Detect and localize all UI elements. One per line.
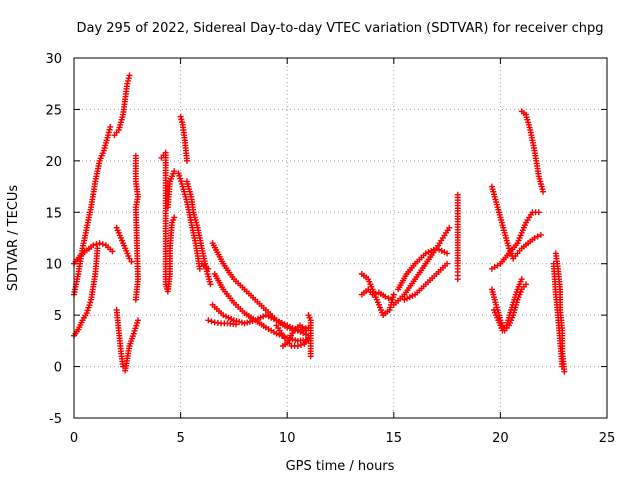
- data-point: [307, 353, 314, 360]
- chart-title: Day 295 of 2022, Sidereal Day-to-day VTE…: [76, 21, 603, 36]
- y-tick-label: 15: [45, 206, 62, 221]
- data-point: [385, 295, 392, 302]
- y-tick-label: 10: [45, 258, 62, 273]
- data-point: [233, 321, 240, 328]
- data-point: [446, 224, 453, 231]
- data-point: [106, 126, 113, 133]
- data-point: [128, 258, 135, 265]
- data-point: [382, 293, 389, 300]
- data-point: [298, 341, 305, 348]
- data-point: [369, 291, 376, 298]
- x-tick-label: 0: [70, 431, 78, 446]
- tick-labels: 0 5 10 15 20 25 -5 0 5 10 15 20 25 30: [45, 52, 615, 446]
- data-point: [171, 214, 178, 221]
- data-point: [105, 129, 112, 136]
- x-tick-label: 5: [176, 431, 184, 446]
- data-point: [125, 77, 132, 84]
- data-point: [109, 248, 116, 255]
- data-point: [454, 276, 461, 283]
- data-point: [205, 265, 212, 272]
- data-point: [559, 363, 566, 370]
- data-point: [540, 188, 547, 195]
- data-point: [94, 245, 101, 252]
- x-tick-label: 25: [599, 431, 616, 446]
- data-point: [178, 116, 185, 123]
- data-point: [537, 231, 544, 238]
- gridlines: [74, 58, 607, 418]
- data-point: [531, 235, 538, 241]
- data-point: [444, 260, 451, 267]
- data-point: [126, 255, 133, 262]
- data-point: [132, 296, 139, 303]
- data-point: [134, 317, 141, 324]
- data-point: [93, 241, 100, 248]
- y-tick-label: 30: [45, 52, 62, 67]
- data-point: [124, 80, 131, 87]
- data-point: [390, 291, 397, 298]
- data-point: [125, 75, 132, 82]
- data-point: [96, 240, 103, 247]
- y-tick-label: 5: [54, 309, 62, 324]
- data-point: [126, 72, 133, 79]
- y-tick-label: -5: [49, 412, 62, 427]
- data-point: [208, 318, 215, 325]
- y-tick-label: 25: [45, 103, 62, 118]
- data-point: [372, 290, 379, 297]
- data-point: [535, 209, 542, 216]
- x-tick-label: 20: [492, 431, 509, 446]
- data-point: [303, 327, 310, 334]
- y-tick-label: 0: [54, 361, 62, 376]
- plot-frame: [73, 57, 608, 419]
- data-point: [444, 250, 451, 257]
- data-point: [534, 233, 541, 240]
- y-axis-label: SDTVAR / TECUs: [6, 185, 21, 292]
- x-tick-label: 15: [386, 431, 403, 446]
- data-points: [71, 72, 568, 375]
- data-point: [90, 242, 97, 249]
- data-point: [99, 241, 106, 248]
- data-point: [294, 343, 301, 349]
- data-point: [171, 168, 178, 175]
- data-point: [177, 113, 184, 120]
- data-point: [207, 281, 214, 288]
- y-tick-label: 20: [45, 155, 62, 170]
- data-point: [305, 334, 312, 341]
- data-point: [179, 119, 186, 126]
- data-point: [522, 281, 529, 288]
- x-axis-label: GPS time / hours: [286, 459, 395, 474]
- data-point: [183, 157, 190, 164]
- data-point: [205, 317, 212, 324]
- data-point: [105, 132, 112, 139]
- x-tick-label: 10: [279, 431, 296, 446]
- data-point: [561, 368, 568, 375]
- data-point: [196, 265, 203, 272]
- data-point: [107, 123, 114, 130]
- data-point: [518, 276, 525, 283]
